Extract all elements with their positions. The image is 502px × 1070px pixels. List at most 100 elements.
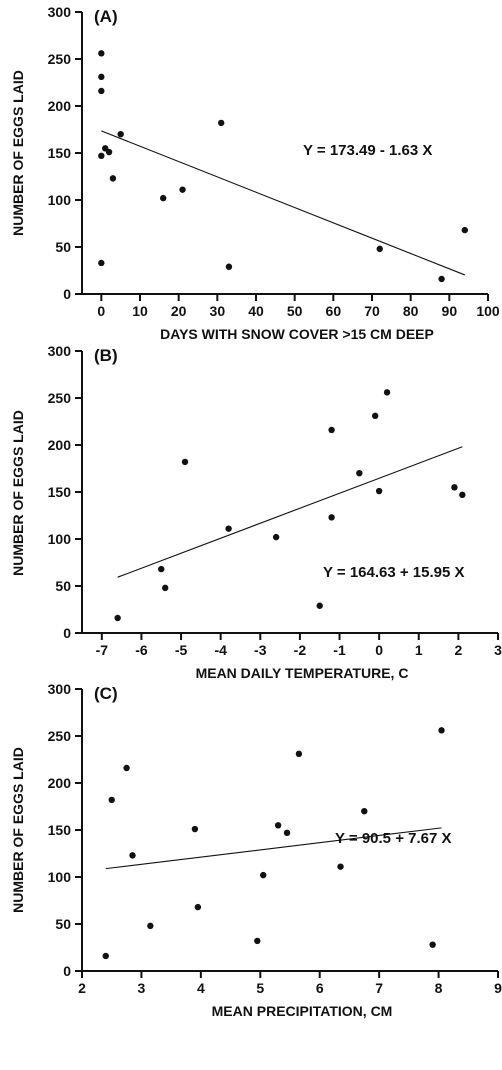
data-point — [376, 245, 383, 253]
panel-label: (C) — [94, 684, 118, 703]
y-tick-label: 50 — [55, 239, 71, 255]
y-axis-title: NUMBER OF EGGS LAID — [10, 410, 26, 576]
x-tick-label: 3 — [494, 642, 502, 658]
data-point — [328, 514, 335, 521]
y-tick-label: 150 — [48, 484, 72, 500]
regression-equation: Y = 90.5 + 7.67 X — [335, 830, 451, 847]
data-point — [383, 389, 391, 396]
data-point — [260, 871, 267, 879]
data-point — [429, 941, 436, 948]
data-point — [98, 73, 105, 81]
data-point — [274, 822, 282, 829]
data-point — [361, 808, 368, 815]
x-tick-label: 7 — [375, 980, 383, 996]
data-point — [109, 175, 117, 182]
data-point — [225, 525, 232, 532]
y-tick-label: 200 — [48, 98, 72, 114]
y-tick-label: 300 — [48, 4, 72, 20]
x-tick-label: 1 — [415, 642, 423, 658]
x-axis-title: MEAN DAILY TEMPERATURE, C — [196, 665, 409, 681]
x-tick-label: -7 — [96, 642, 109, 658]
y-axis-title: NUMBER OF EGGS LAID — [10, 70, 26, 236]
data-point — [102, 952, 109, 960]
y-tick-label: 300 — [48, 343, 72, 359]
x-tick-label: 9 — [494, 980, 502, 996]
regression-equation: Y = 173.49 - 1.63 X — [303, 142, 432, 159]
data-point — [129, 852, 136, 859]
data-point — [181, 458, 189, 466]
y-tick-label: 150 — [48, 145, 72, 161]
x-tick-label: 100 — [476, 303, 500, 319]
y-tick-label: 250 — [48, 390, 72, 406]
data-point — [316, 602, 323, 609]
y-tick-label: 50 — [55, 578, 71, 594]
regression-line — [101, 130, 466, 276]
data-point — [438, 727, 445, 734]
y-tick-label: 100 — [48, 192, 72, 208]
data-point — [356, 470, 363, 477]
y-tick-label: 300 — [48, 681, 72, 697]
y-tick-label: 200 — [48, 775, 72, 791]
data-point — [147, 922, 154, 930]
regression-equation: Y = 164.63 + 15.95 X — [323, 564, 465, 581]
y-tick-label: 0 — [63, 963, 71, 979]
y-axis-title: NUMBER OF EGGS LAID — [10, 747, 26, 913]
data-point — [451, 484, 458, 491]
data-point — [337, 863, 344, 870]
x-tick-label: 6 — [316, 980, 324, 996]
x-tick-label: 5 — [256, 980, 264, 996]
x-tick-label: 80 — [403, 303, 419, 319]
data-point — [194, 903, 202, 911]
x-axis-title: MEAN PRECIPITATION, CM — [212, 1003, 393, 1019]
data-point — [272, 533, 280, 541]
data-point — [328, 426, 335, 434]
x-tick-label: 30 — [210, 303, 226, 319]
data-point — [375, 487, 383, 495]
data-point — [108, 796, 115, 804]
data-point — [117, 131, 124, 138]
data-point — [283, 829, 291, 837]
data-point — [114, 614, 121, 622]
data-point — [158, 565, 165, 573]
y-tick-label: 100 — [48, 531, 72, 547]
data-point — [438, 275, 445, 283]
data-point — [179, 186, 186, 193]
data-point — [191, 825, 199, 833]
x-tick-label: 50 — [287, 303, 303, 319]
x-tick-label: 8 — [435, 980, 443, 996]
y-tick-label: 250 — [48, 728, 72, 744]
data-point — [98, 259, 105, 267]
data-point — [98, 50, 105, 57]
y-tick-label: 0 — [63, 286, 71, 302]
data-point — [123, 764, 130, 772]
x-tick-label: 20 — [171, 303, 187, 319]
panel-label: (B) — [94, 346, 118, 365]
x-tick-label: 70 — [364, 303, 380, 319]
x-tick-label: 2 — [454, 642, 462, 658]
y-tick-label: 100 — [48, 869, 72, 885]
data-point — [459, 491, 466, 499]
y-tick-label: 250 — [48, 51, 72, 67]
x-tick-label: 60 — [326, 303, 342, 319]
y-tick-label: 0 — [63, 625, 71, 641]
x-tick-label: -3 — [254, 642, 267, 658]
x-tick-label: -6 — [135, 642, 148, 658]
y-tick-label: 50 — [55, 916, 71, 932]
x-tick-label: -1 — [333, 642, 346, 658]
x-tick-label: 0 — [375, 642, 383, 658]
data-point — [218, 119, 225, 127]
data-point — [162, 584, 169, 592]
data-point — [254, 937, 261, 945]
x-tick-label: 4 — [197, 980, 205, 996]
data-point — [98, 87, 105, 95]
data-point — [295, 750, 303, 758]
regression-line — [105, 827, 442, 870]
regression-line — [117, 446, 463, 578]
x-axis-title: DAYS WITH SNOW COVER >15 CM DEEP — [160, 326, 434, 342]
data-point — [461, 226, 468, 234]
data-point — [371, 412, 379, 420]
x-tick-label: -4 — [214, 642, 227, 658]
data-point — [98, 152, 105, 160]
x-tick-label: 0 — [97, 303, 105, 319]
